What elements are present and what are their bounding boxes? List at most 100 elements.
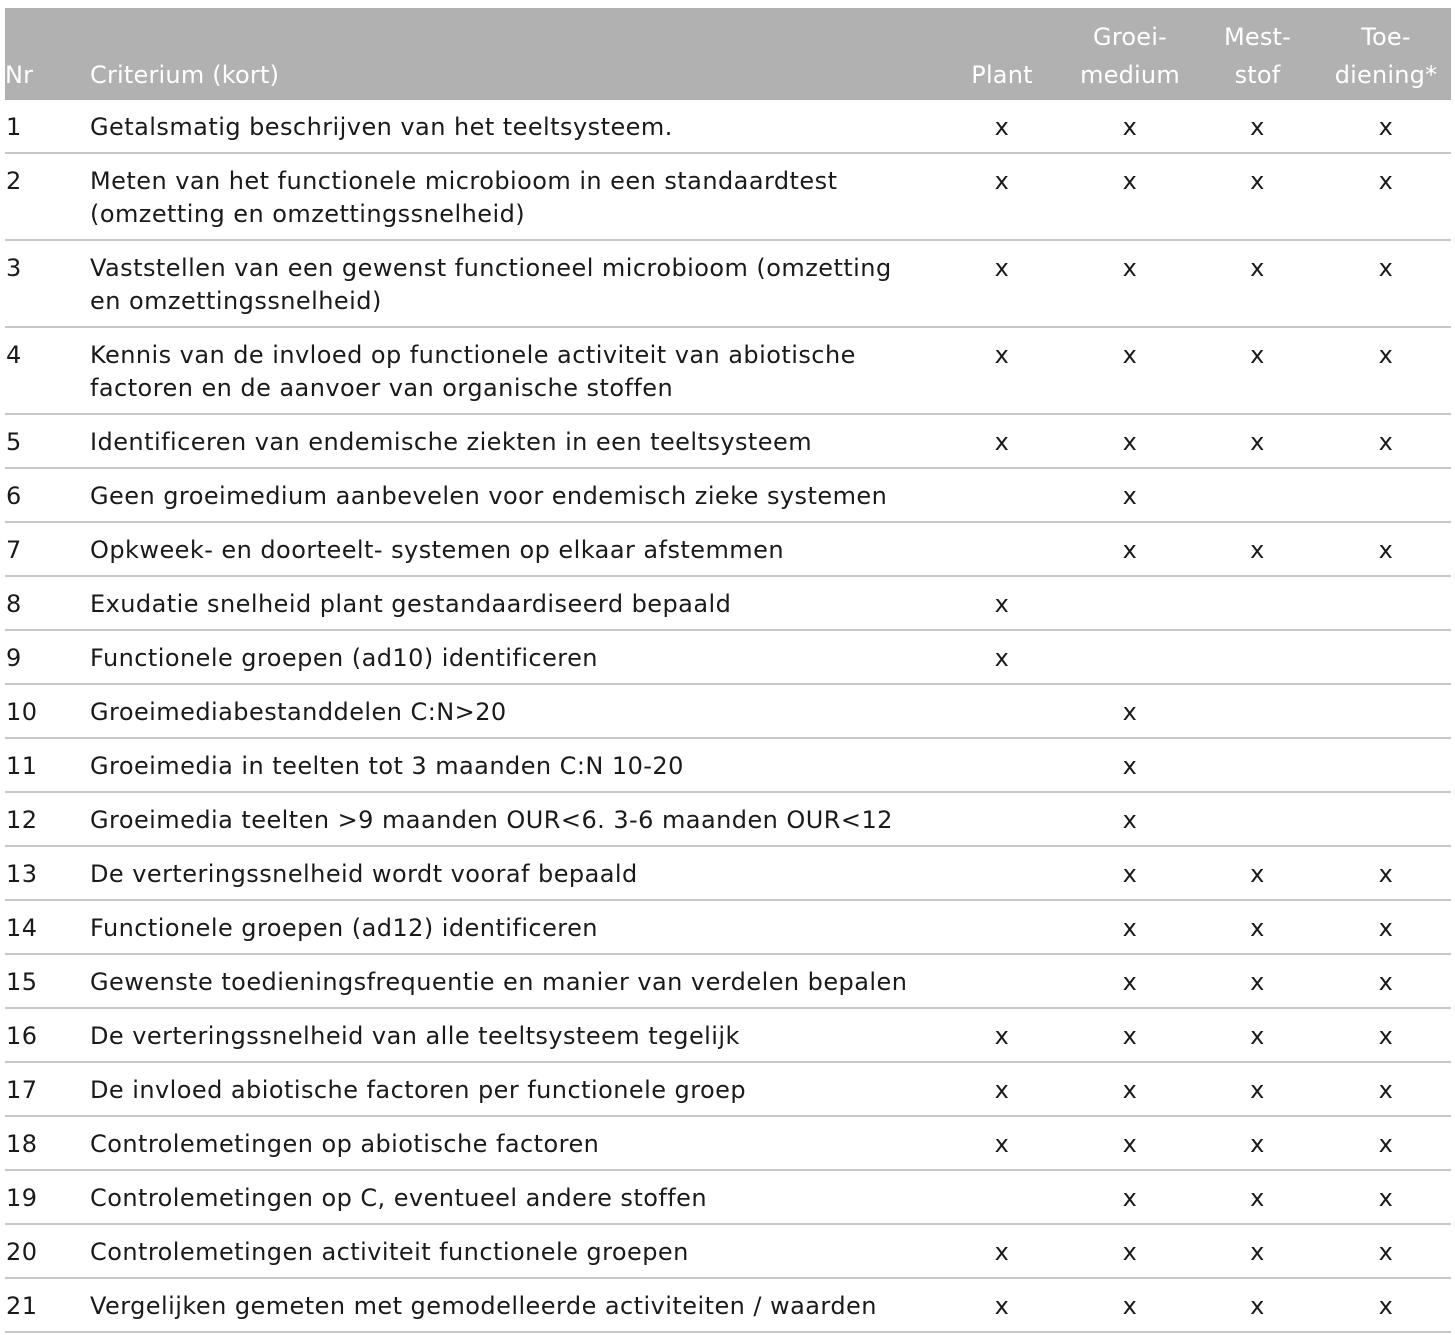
table-row: 1 Getalsmatig beschrijven van het teeltsy… [5,100,1451,153]
cell-nr: 7 [6,536,22,564]
table-row: 5 Identificeren van endemische ziekten in… [5,414,1451,468]
cell-groeimedium: x [1122,968,1138,996]
cell-criterium: De verteringssnelheid van alle teeltsyst… [90,1022,740,1050]
cell-criterium: Identificeren van endemische ziekten in … [90,428,813,456]
cell-meststof [1194,684,1321,738]
cell-groeimedium: x [1122,1130,1138,1158]
cell-groeimedium: x [1122,698,1138,726]
cell-toediening: x [1378,254,1394,282]
cell-nr: 1 [6,113,22,141]
cell-toediening [1321,738,1451,792]
cell-meststof: x [1250,914,1265,942]
cell-groeimedium: x [1122,113,1138,141]
cell-groeimedium: x [1122,1022,1138,1050]
cell-nr: 3 [6,254,22,282]
cell-toediening: x [1378,536,1394,564]
cell-groeimedium: x [1122,806,1138,834]
cell-criterium: Controlemetingen op C, eventueel andere … [90,1184,708,1212]
cell-plant [938,846,1066,900]
cell-criterium: Controlemetingen op abiotische factoren [90,1130,600,1158]
table-row: 13 De verteringssnelheid wordt vooraf bep… [5,846,1451,900]
cell-groeimedium [1066,630,1194,684]
table-row: 2 Meten van het functionele microbioom in… [5,153,1451,240]
cell-toediening [1321,468,1451,522]
header-meststof-line1: Mest- [1223,23,1292,51]
table-row: 8 Exudatie snelheid plant gestandaardisee… [5,576,1451,630]
cell-criterium: Vaststellen van een gewenst functioneel … [90,254,892,315]
cell-criterium: Geen groeimedium aanbevelen voor endemis… [90,482,888,510]
cell-criterium: Kennis van de invloed op functionele act… [90,341,856,402]
cell-toediening: x [1378,113,1394,141]
cell-nr: 19 [6,1184,38,1212]
cell-toediening: x [1378,914,1394,942]
cell-groeimedium [1066,576,1194,630]
table-row: 6 Geen groeimedium aanbevelen voor endemi… [5,468,1451,522]
cell-toediening: x [1378,1184,1394,1212]
cell-meststof [1194,630,1321,684]
cell-toediening: x [1378,1130,1394,1158]
table-row: 11 Groeimedia in teelten tot 3 maanden C:… [5,738,1451,792]
header-criterium: Criterium (kort) [90,61,280,89]
cell-meststof: x [1250,968,1265,996]
cell-toediening: x [1378,1238,1394,1266]
cell-meststof: x [1250,113,1265,141]
cell-meststof: x [1250,860,1265,888]
cell-meststof: x [1250,254,1265,282]
cell-plant: x [994,341,1010,369]
table-row: 15 Gewenste toedieningsfrequentie en mani… [5,954,1451,1008]
cell-plant: x [994,1076,1010,1104]
header-groeimedium-line2: medium [1080,61,1180,89]
cell-meststof: x [1250,1076,1265,1104]
cell-nr: 20 [6,1238,38,1266]
cell-nr: 4 [6,341,22,369]
cell-plant [938,522,1066,576]
cell-nr: 16 [6,1022,38,1050]
cell-groeimedium: x [1122,341,1138,369]
cell-meststof: x [1250,536,1265,564]
cell-plant [938,1170,1066,1224]
cell-plant [938,900,1066,954]
cell-nr: 13 [6,860,38,888]
header-meststof-line2: stof [1234,61,1281,89]
cell-nr: 21 [6,1292,38,1320]
cell-plant: x [994,167,1010,195]
cell-toediening: x [1378,968,1394,996]
cell-nr: 9 [6,644,22,672]
cell-meststof: x [1250,1022,1265,1050]
cell-nr: 6 [6,482,22,510]
cell-nr: 12 [6,806,38,834]
cell-meststof [1194,576,1321,630]
table-row: 16 De verteringssnelheid van alle teeltsy… [5,1008,1451,1062]
cell-nr: 10 [6,698,38,726]
cell-criterium: Controlemetingen activiteit functionele … [90,1238,689,1266]
table-header: Nr Criterium (kort) Plant Groei- medium … [5,8,1451,100]
table-row: 12 Groeimedia teelten >9 maanden OUR<6. 3… [5,792,1451,846]
cell-meststof: x [1250,1238,1265,1266]
cell-groeimedium: x [1122,428,1138,456]
table-row: 7 Opkweek- en doorteelt- systemen op elka… [5,522,1451,576]
cell-meststof: x [1250,428,1265,456]
cell-groeimedium: x [1122,914,1138,942]
cell-toediening: x [1378,167,1394,195]
cell-criterium: De invloed abiotische factoren per funct… [90,1076,747,1104]
cell-criterium: Exudatie snelheid plant gestandaardiseer… [90,590,732,618]
cell-toediening: x [1378,1022,1394,1050]
table-row: 17 De invloed abiotische factoren per fun… [5,1062,1451,1116]
table-row: 18 Controlemetingen op abiotische factore… [5,1116,1451,1170]
header-row: Nr Criterium (kort) Plant Groei- medium … [5,8,1451,100]
cell-meststof [1194,468,1321,522]
cell-plant [938,684,1066,738]
cell-nr: 17 [6,1076,38,1104]
table-row: 19 Controlemetingen op C, eventueel ander… [5,1170,1451,1224]
cell-meststof: x [1250,1184,1265,1212]
cell-groeimedium: x [1122,860,1138,888]
cell-toediening [1321,576,1451,630]
header-toediening-line2: diening* [1334,61,1438,89]
criteria-table: Nr Criterium (kort) Plant Groei- medium … [5,8,1451,1333]
cell-groeimedium: x [1122,1184,1138,1212]
cell-plant: x [994,1022,1010,1050]
header-groeimedium-line1: Groei- [1093,23,1167,51]
cell-toediening [1321,792,1451,846]
table-row: 10 Groeimediabestanddelen C:N>20 x [5,684,1451,738]
header-meststof: Mest- stof [1194,8,1321,100]
